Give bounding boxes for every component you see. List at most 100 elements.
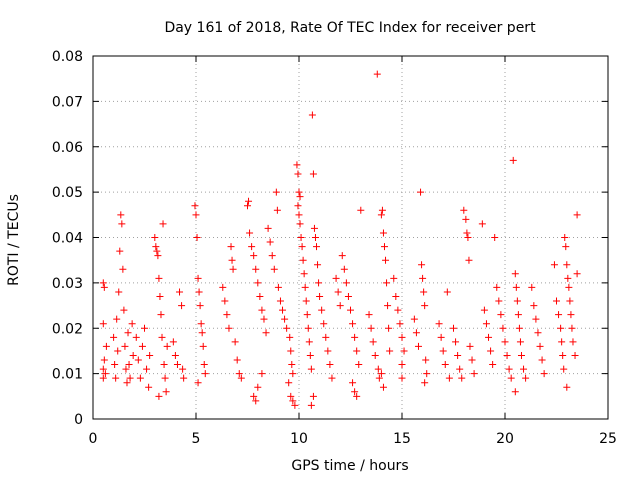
data-point <box>288 361 296 369</box>
data-point <box>118 220 126 228</box>
data-point <box>297 234 305 241</box>
data-point <box>244 202 251 210</box>
data-point <box>254 383 262 391</box>
data-point <box>252 265 260 273</box>
data-point <box>117 211 125 219</box>
data-point <box>460 206 468 214</box>
data-point <box>567 311 575 319</box>
data-point <box>553 297 560 305</box>
data-point <box>332 274 340 282</box>
data-point <box>159 220 167 228</box>
data-point <box>100 283 108 291</box>
data-point <box>233 356 241 364</box>
data-point <box>273 206 281 214</box>
data-point <box>307 401 315 409</box>
data-point <box>400 347 408 355</box>
data-point <box>559 351 567 359</box>
grid-lines <box>93 56 608 419</box>
data-point <box>566 297 574 305</box>
data-point <box>268 252 276 260</box>
data-point <box>487 347 495 355</box>
data-point <box>534 329 542 337</box>
data-point <box>419 274 427 282</box>
data-point <box>199 342 207 350</box>
data-point <box>569 338 577 346</box>
data-point <box>441 361 449 369</box>
data-point <box>493 283 501 291</box>
data-point <box>516 338 524 346</box>
data-point <box>480 306 488 314</box>
data-point <box>252 397 260 405</box>
data-point <box>377 211 385 219</box>
data-point <box>295 211 303 219</box>
data-point <box>156 292 164 300</box>
data-point <box>503 351 511 359</box>
data-point <box>132 333 140 341</box>
data-point <box>322 333 330 341</box>
data-point <box>116 247 124 255</box>
data-point <box>246 229 254 237</box>
data-point <box>349 320 357 328</box>
data-point <box>558 338 566 346</box>
data-point <box>163 342 171 350</box>
data-point <box>462 215 470 223</box>
data-point <box>562 243 570 251</box>
data-point <box>365 311 373 319</box>
data-point <box>383 279 391 287</box>
data-point <box>227 243 235 251</box>
data-point <box>499 324 507 332</box>
data-point <box>289 370 297 378</box>
data-point <box>250 252 258 260</box>
y-tick-label: 0.06 <box>52 140 83 156</box>
data-point <box>301 283 309 291</box>
data-point <box>128 320 136 328</box>
data-point <box>463 229 471 237</box>
data-point <box>281 315 289 323</box>
data-point <box>296 193 304 201</box>
data-point <box>286 333 294 341</box>
data-point <box>173 361 181 369</box>
x-tick-label: 10 <box>290 431 308 447</box>
data-point <box>515 324 523 332</box>
data-point <box>385 324 393 332</box>
data-point <box>237 374 245 382</box>
data-point <box>347 306 354 314</box>
data-point <box>410 315 418 323</box>
data-point <box>120 306 128 314</box>
data-point <box>102 342 110 350</box>
data-point <box>507 374 515 382</box>
data-point <box>338 252 346 260</box>
data-point <box>336 302 344 310</box>
data-point <box>310 224 318 232</box>
data-point <box>466 342 474 350</box>
data-point <box>272 188 280 196</box>
data-point <box>179 365 187 373</box>
data-point <box>143 365 151 373</box>
data-point <box>158 333 166 341</box>
data-point <box>340 265 348 273</box>
data-point <box>564 274 572 282</box>
data-point <box>342 279 350 287</box>
data-point <box>511 270 519 278</box>
data-point <box>287 392 295 400</box>
data-point <box>394 306 402 314</box>
data-point <box>443 288 451 296</box>
y-tick-label: 0 <box>74 412 83 428</box>
data-point <box>114 347 122 355</box>
data-point <box>379 383 387 391</box>
data-point <box>398 361 406 369</box>
data-point <box>470 370 478 378</box>
data-point <box>374 365 382 373</box>
y-tick-label: 0.02 <box>52 321 83 337</box>
data-point <box>245 197 253 205</box>
data-point <box>287 347 295 355</box>
data-point <box>309 392 317 400</box>
data-point <box>153 247 161 255</box>
data-point <box>465 256 473 264</box>
data-point <box>194 274 202 282</box>
data-point <box>155 392 163 400</box>
data-point <box>99 279 107 287</box>
data-point <box>328 374 336 382</box>
data-point <box>530 302 538 310</box>
